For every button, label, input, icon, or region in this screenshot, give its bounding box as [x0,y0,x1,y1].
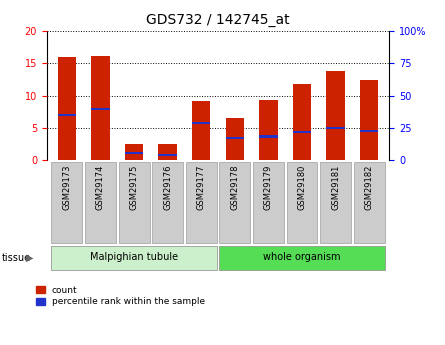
Text: GSM29181: GSM29181 [331,165,340,210]
FancyBboxPatch shape [152,162,183,243]
Bar [326,71,345,160]
Legend: count, percentile rank within the sample: count, percentile rank within the sample [36,286,205,306]
Text: whole organism: whole organism [263,253,341,262]
Bar [360,80,378,160]
Text: tissue: tissue [2,253,31,263]
Bar [192,122,210,124]
Text: GSM29173: GSM29173 [62,165,71,210]
Bar [91,56,110,160]
Bar [259,135,278,138]
Bar [91,108,110,110]
Text: ▶: ▶ [26,253,33,263]
Text: GSM29180: GSM29180 [298,165,307,210]
Bar [226,137,244,139]
FancyBboxPatch shape [119,162,150,243]
FancyBboxPatch shape [52,162,82,243]
FancyBboxPatch shape [219,246,384,269]
Title: GDS732 / 142745_at: GDS732 / 142745_at [146,13,290,27]
Text: GSM29176: GSM29176 [163,165,172,210]
Bar [259,100,278,160]
FancyBboxPatch shape [219,162,250,243]
Bar [360,129,378,132]
Bar [158,144,177,160]
Bar [125,151,143,154]
Bar [293,131,311,133]
Bar [293,84,311,160]
Bar [192,101,210,160]
Text: GSM29182: GSM29182 [365,165,374,210]
Text: GSM29175: GSM29175 [129,165,138,210]
FancyBboxPatch shape [52,246,217,269]
Bar [58,114,76,116]
Text: GSM29174: GSM29174 [96,165,105,210]
FancyBboxPatch shape [354,162,384,243]
Text: GSM29177: GSM29177 [197,165,206,210]
Bar [226,118,244,160]
Text: GSM29179: GSM29179 [264,165,273,210]
Bar [58,57,76,160]
Text: Malpighian tubule: Malpighian tubule [90,253,178,262]
FancyBboxPatch shape [253,162,284,243]
FancyBboxPatch shape [287,162,317,243]
FancyBboxPatch shape [186,162,217,243]
Bar [326,127,345,129]
Bar [158,154,177,156]
Bar [125,144,143,160]
Text: GSM29178: GSM29178 [231,165,239,210]
FancyBboxPatch shape [85,162,116,243]
FancyBboxPatch shape [320,162,351,243]
